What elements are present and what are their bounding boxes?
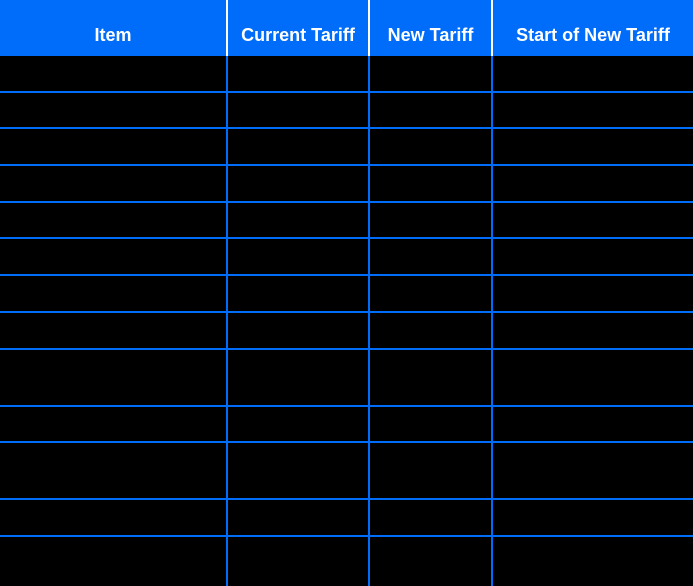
cell <box>0 407 228 444</box>
table-row <box>0 276 693 313</box>
table-row <box>0 407 693 444</box>
cell <box>0 239 228 276</box>
cell <box>0 537 228 586</box>
table-row <box>0 350 693 407</box>
cell <box>0 443 228 500</box>
cell <box>0 56 228 93</box>
cell <box>370 203 493 240</box>
cell <box>228 93 370 130</box>
cell <box>370 443 493 500</box>
cell <box>228 276 370 313</box>
cell <box>228 537 370 586</box>
cell <box>370 166 493 203</box>
cell <box>370 407 493 444</box>
cell <box>0 500 228 537</box>
cell <box>493 407 693 444</box>
table-row <box>0 500 693 537</box>
cell <box>370 239 493 276</box>
cell <box>228 313 370 350</box>
cell <box>493 350 693 407</box>
cell <box>493 129 693 166</box>
table-body <box>0 56 693 586</box>
cell <box>370 313 493 350</box>
cell <box>228 443 370 500</box>
col-header-new-tariff: New Tariff <box>370 0 493 56</box>
cell <box>228 203 370 240</box>
cell <box>493 203 693 240</box>
cell <box>228 166 370 203</box>
tariff-table: Item Current Tariff New Tariff Start of … <box>0 0 693 586</box>
cell <box>493 500 693 537</box>
cell <box>0 203 228 240</box>
cell <box>493 537 693 586</box>
table-row <box>0 239 693 276</box>
cell <box>493 276 693 313</box>
cell <box>228 500 370 537</box>
table-row <box>0 443 693 500</box>
cell <box>0 313 228 350</box>
cell <box>0 350 228 407</box>
cell <box>493 166 693 203</box>
table-header: Item Current Tariff New Tariff Start of … <box>0 0 693 56</box>
cell <box>493 239 693 276</box>
col-header-item: Item <box>0 0 228 56</box>
table-row <box>0 93 693 130</box>
cell <box>370 129 493 166</box>
table-row <box>0 56 693 93</box>
cell <box>228 350 370 407</box>
col-header-start-new-tariff: Start of New Tariff <box>493 0 693 56</box>
cell <box>370 537 493 586</box>
table-row <box>0 166 693 203</box>
table-row <box>0 203 693 240</box>
cell <box>228 239 370 276</box>
cell <box>370 500 493 537</box>
cell <box>493 93 693 130</box>
cell <box>0 276 228 313</box>
table-row <box>0 313 693 350</box>
cell <box>370 276 493 313</box>
cell <box>0 129 228 166</box>
cell <box>228 56 370 93</box>
cell <box>370 93 493 130</box>
cell <box>493 313 693 350</box>
cell <box>0 166 228 203</box>
table-row <box>0 537 693 586</box>
cell <box>493 443 693 500</box>
cell <box>228 407 370 444</box>
table-row <box>0 129 693 166</box>
cell <box>370 56 493 93</box>
cell <box>0 93 228 130</box>
col-header-current-tariff: Current Tariff <box>228 0 370 56</box>
cell <box>370 350 493 407</box>
cell <box>228 129 370 166</box>
cell <box>493 56 693 93</box>
